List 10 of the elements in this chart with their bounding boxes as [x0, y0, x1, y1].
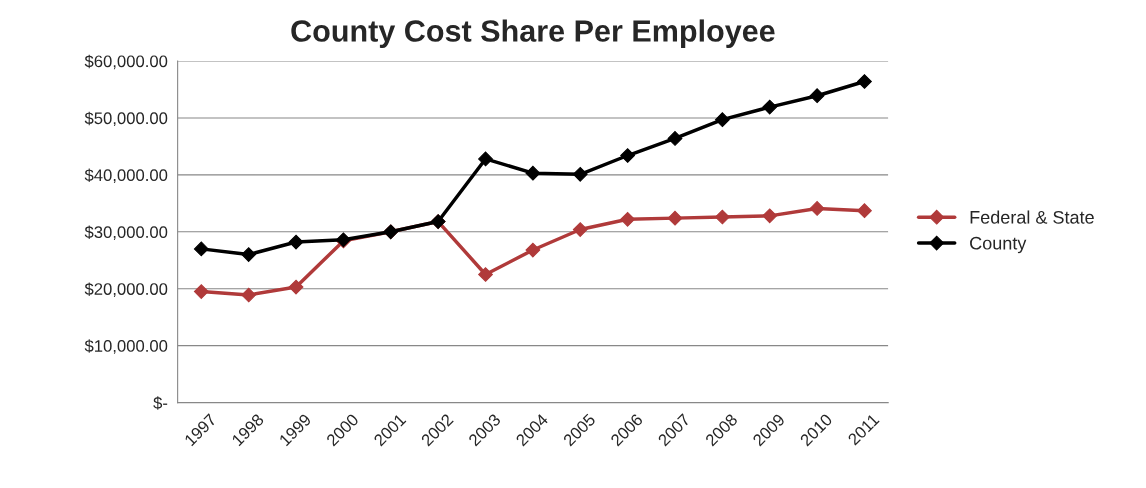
legend-label: County	[970, 236, 1027, 254]
y-tick-label: $20,000.00	[84, 282, 168, 297]
legend-label: Federal & State	[970, 210, 1094, 224]
y-tick-label: $10,000.00	[84, 339, 168, 354]
y-tick-label: $50,000.00	[84, 111, 168, 127]
y-tick-label: $30,000.00	[84, 225, 168, 240]
y-tick-label: $40,000.00	[84, 168, 168, 184]
chart-title: County Cost Share Per Employee	[291, 19, 775, 48]
y-tick-label: $-	[153, 396, 168, 410]
y-tick-label: $60,000.00	[84, 54, 168, 70]
